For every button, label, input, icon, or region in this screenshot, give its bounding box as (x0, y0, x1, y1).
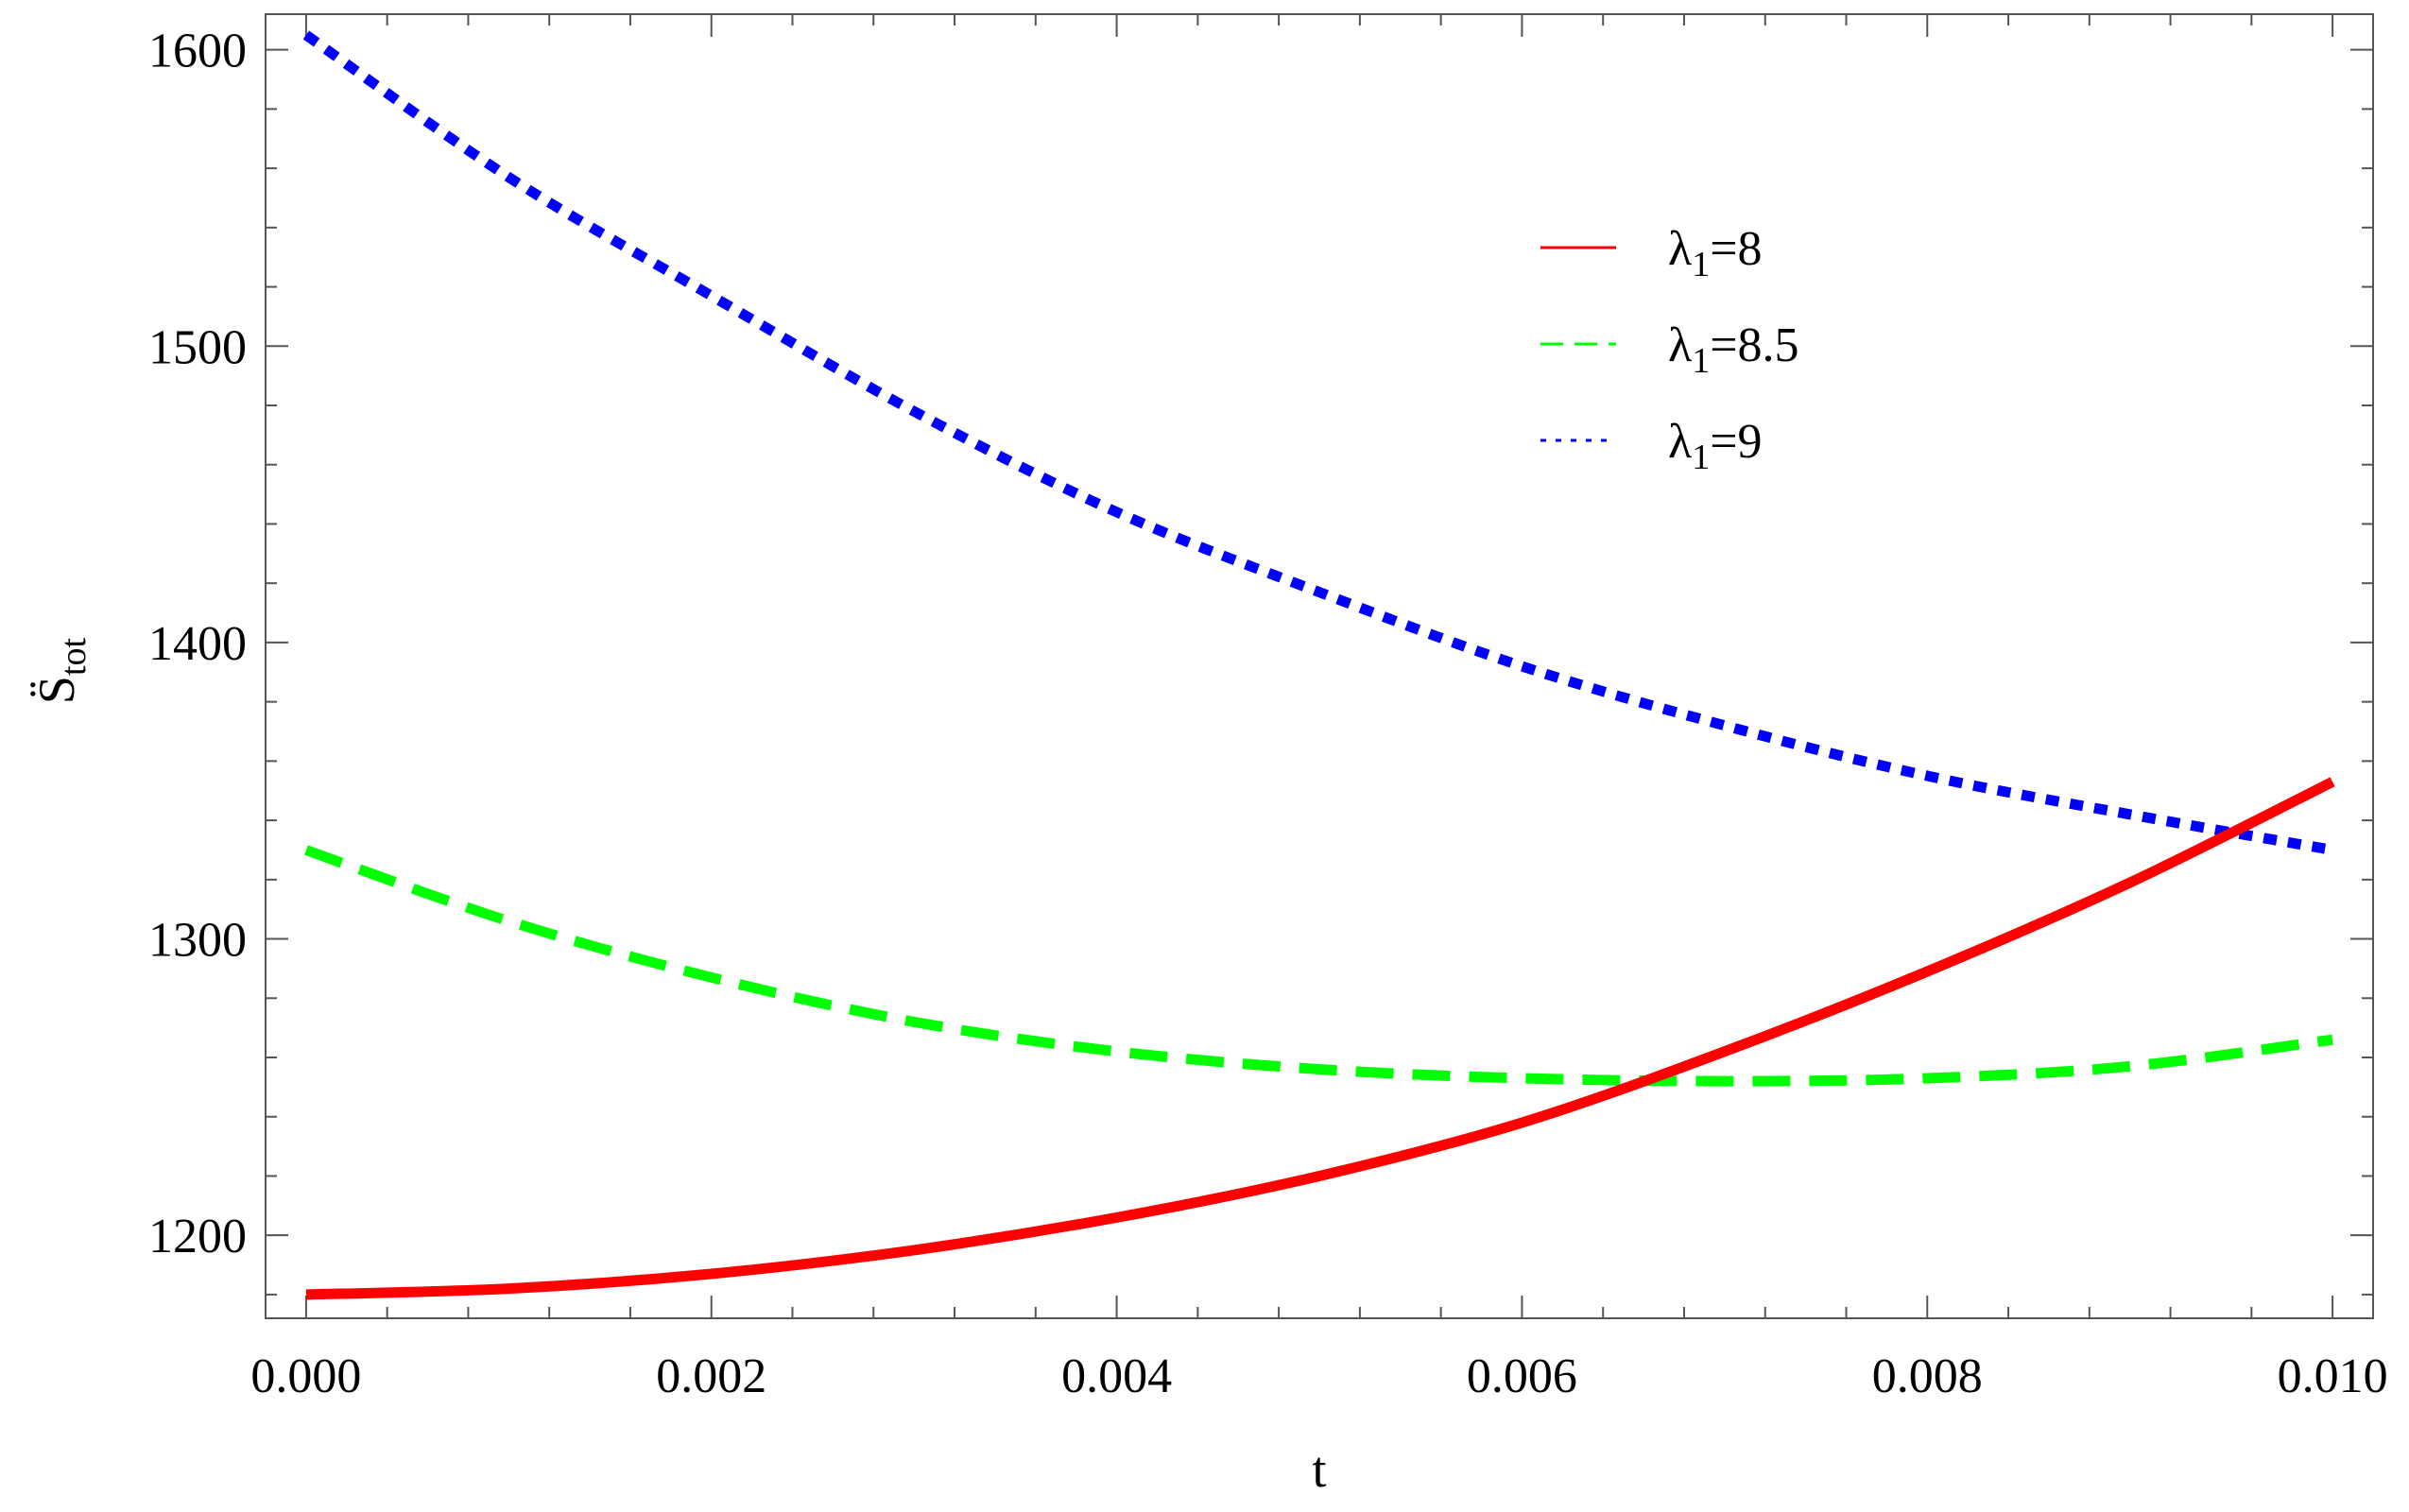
axis-ticks: 0.000 0.002 0.004 0.006 0.008 0.010 1200 1300 14… (148, 14, 2388, 1403)
y-tick-label: 1300 (148, 914, 247, 968)
y-axis-label-main: S̈ (28, 676, 85, 704)
y-axis-label-sub: tot (54, 637, 94, 676)
y-tick-label: 1600 (148, 25, 247, 78)
x-tick-label: 0.006 (1467, 1349, 1577, 1403)
svg-text:S̈tot: S̈tot (28, 637, 94, 704)
series-line-2 (304, 845, 2333, 1087)
series-line-3 (302, 30, 2334, 855)
x-tick-label: 0.010 (2278, 1349, 2388, 1403)
legend-label-2: λ1=8.5 (1668, 318, 1799, 381)
y-tick-label: 1500 (148, 320, 247, 374)
x-tick-label: 0.000 (250, 1349, 361, 1403)
legend-label-1: λ1=8 (1668, 222, 1763, 284)
legend-label-3: λ1=9 (1668, 415, 1763, 477)
x-tick-label: 0.004 (1061, 1349, 1172, 1403)
y-tick-label: 1400 (148, 617, 247, 671)
y-axis-label: S̈tot (28, 637, 94, 704)
x-axis-label: t (1312, 1441, 1326, 1498)
y-tick-label: 1200 (148, 1210, 247, 1263)
x-tick-label: 0.008 (1872, 1349, 1983, 1403)
x-tick-label: 0.002 (656, 1349, 766, 1403)
series-layer (302, 30, 2335, 1300)
plot-frame (265, 13, 2374, 1319)
legend: λ1=8 λ1=8.5 λ1=9 (1540, 222, 1799, 477)
series-line-1 (305, 777, 2335, 1300)
